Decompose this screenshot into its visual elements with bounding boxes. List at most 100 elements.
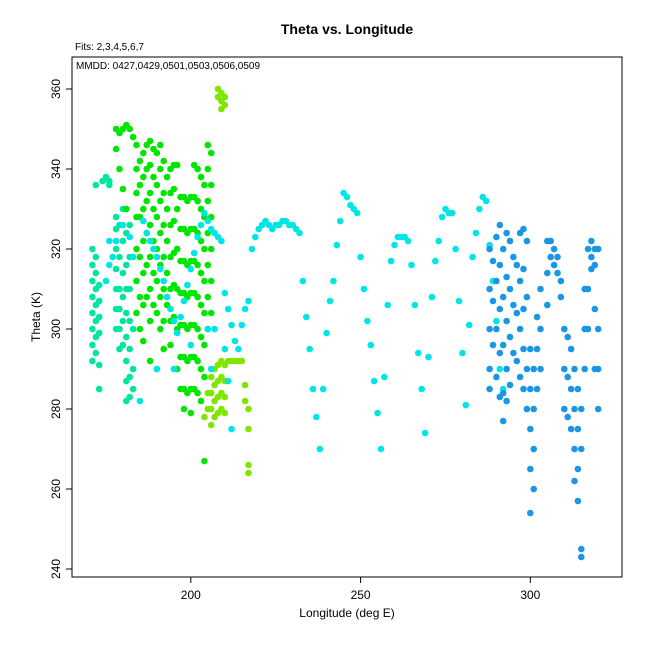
data-point xyxy=(221,289,229,297)
data-point xyxy=(520,265,527,273)
data-point xyxy=(126,317,133,325)
data-point xyxy=(561,365,568,373)
data-point xyxy=(496,261,504,269)
data-point xyxy=(187,409,195,417)
data-point xyxy=(496,221,504,229)
data-point xyxy=(112,145,120,153)
data-point xyxy=(160,253,167,261)
data-point xyxy=(146,161,154,169)
data-point xyxy=(581,365,588,373)
data-point xyxy=(194,325,201,333)
data-point xyxy=(591,261,599,269)
data-point xyxy=(160,221,167,229)
data-point xyxy=(404,237,412,245)
data-point xyxy=(594,405,602,413)
data-point xyxy=(89,341,96,349)
data-point xyxy=(489,257,497,265)
data-point xyxy=(343,193,351,201)
data-point xyxy=(499,293,507,301)
data-point xyxy=(544,269,551,277)
data-point xyxy=(503,365,510,373)
data-point xyxy=(133,277,140,285)
data-point xyxy=(537,365,544,373)
data-point xyxy=(116,253,123,261)
data-point xyxy=(486,325,493,333)
data-point xyxy=(462,401,470,409)
data-point xyxy=(326,297,334,305)
data-point xyxy=(160,157,167,165)
data-point xyxy=(143,197,150,205)
data-point xyxy=(245,461,252,469)
data-point xyxy=(561,325,568,333)
data-point xyxy=(129,365,137,373)
data-point xyxy=(574,497,582,505)
data-point xyxy=(119,293,127,301)
data-point xyxy=(194,293,201,301)
data-point xyxy=(588,253,595,261)
data-point xyxy=(503,397,510,405)
data-point xyxy=(207,245,215,253)
data-point xyxy=(530,485,537,493)
data-point xyxy=(153,277,161,285)
y-tick-label: 360 xyxy=(49,79,63,99)
data-point xyxy=(157,229,164,237)
data-point xyxy=(489,297,497,305)
data-point xyxy=(194,233,201,241)
y-tick-label: 280 xyxy=(49,399,63,419)
data-point xyxy=(571,477,578,485)
data-point xyxy=(377,445,385,453)
data-point xyxy=(136,397,144,405)
data-point xyxy=(140,217,147,225)
data-point xyxy=(163,237,171,245)
data-point xyxy=(126,373,133,381)
data-point xyxy=(496,305,504,313)
data-point xyxy=(523,237,531,245)
data-point xyxy=(472,229,480,237)
data-point xyxy=(146,253,154,261)
data-point xyxy=(241,381,249,389)
data-point xyxy=(197,365,205,373)
data-point xyxy=(238,357,246,365)
data-point xyxy=(180,405,188,413)
data-point xyxy=(204,293,212,301)
data-point xyxy=(201,413,208,421)
data-point xyxy=(106,181,113,189)
x-tick-label: 200 xyxy=(181,588,201,602)
data-point xyxy=(133,245,140,253)
data-point xyxy=(143,229,150,237)
data-point xyxy=(448,209,456,217)
data-point xyxy=(452,245,459,253)
data-point xyxy=(574,425,582,433)
data-point xyxy=(92,269,100,277)
data-point xyxy=(574,465,582,473)
data-point xyxy=(207,277,215,285)
data-point xyxy=(173,245,181,253)
data-point xyxy=(415,349,422,357)
data-point xyxy=(126,233,133,241)
data-point xyxy=(510,253,517,261)
data-point xyxy=(153,309,161,317)
data-point xyxy=(578,405,585,413)
data-point xyxy=(204,261,212,269)
data-point xyxy=(499,389,507,397)
data-point xyxy=(547,237,554,245)
data-point xyxy=(167,305,174,313)
data-point xyxy=(489,341,497,349)
data-point xyxy=(119,185,127,193)
data-point xyxy=(537,285,544,293)
data-point xyxy=(102,277,110,285)
data-point xyxy=(146,189,154,197)
data-point xyxy=(95,313,103,321)
data-point xyxy=(197,269,205,277)
data-point xyxy=(245,405,252,413)
data-point xyxy=(588,237,595,245)
data-point xyxy=(499,341,507,349)
data-point xyxy=(323,329,330,337)
data-point xyxy=(506,285,514,293)
data-point xyxy=(201,457,208,465)
data-point xyxy=(177,313,184,321)
data-point xyxy=(153,253,161,261)
data-point xyxy=(129,253,137,261)
data-point xyxy=(126,393,133,401)
